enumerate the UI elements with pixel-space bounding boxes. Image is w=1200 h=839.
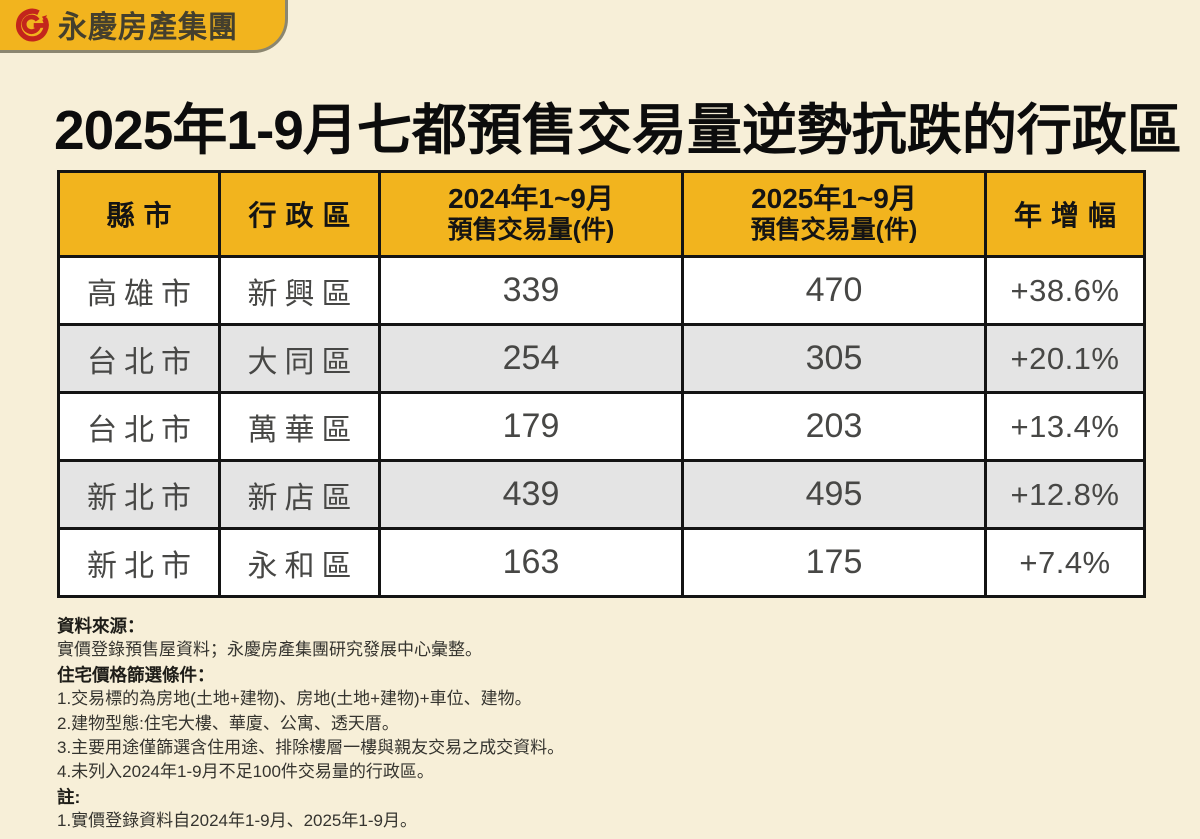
col-header-city: 縣市 (57, 170, 221, 258)
filter-item-2: 2.建物型態:住宅大樓、華廈、公寓、透天厝。 (57, 713, 399, 733)
cell-2024-volume: 179 (378, 391, 684, 462)
title-period: 2025年1-9月 (54, 99, 358, 161)
cell-2025-volume: 495 (681, 459, 987, 530)
cell-yoy: +13.4% (984, 391, 1146, 462)
cell-yoy: +12.8% (984, 459, 1146, 530)
cell-yoy: +20.1% (984, 323, 1146, 394)
cell-city: 台北市 (57, 391, 221, 462)
table-header: 縣市 行政區 2024年1~9月 預售交易量(件) 2025年1~9月 預售交易… (57, 170, 1146, 258)
cell-district: 大同區 (218, 323, 381, 394)
table-row: 新北市 新店區 439 495 +12.8% (57, 459, 1146, 530)
table-row: 高雄市 新興區 339 470 +38.6% (57, 255, 1146, 326)
table-row: 新北市 永和區 163 175 +7.4% (57, 527, 1146, 598)
col-header-district: 行政區 (218, 170, 381, 258)
cell-district: 新興區 (218, 255, 381, 326)
cell-city: 新北市 (57, 527, 221, 598)
source-label: 資料來源： (57, 616, 145, 636)
cell-2025-volume: 470 (681, 255, 987, 326)
note-label: 註: (57, 786, 81, 807)
cell-yoy: +7.4% (984, 527, 1146, 598)
col-header-2025-volume: 2025年1~9月 預售交易量(件) (681, 170, 987, 258)
cell-2025-volume: 175 (681, 527, 987, 598)
title-main: 七都預售交易量逆勢抗跌的行政區 (356, 99, 1182, 161)
cell-2024-volume: 163 (378, 527, 684, 598)
brand-bar: 永慶房產集團 (0, 0, 288, 53)
cell-2024-volume: 339 (378, 255, 684, 326)
col-header-yoy: 年增幅 (984, 170, 1146, 258)
table-row: 台北市 萬華區 179 203 +13.4% (57, 391, 1146, 462)
cell-city: 高雄市 (57, 255, 221, 326)
cell-2024-volume: 439 (378, 459, 684, 530)
presale-volume-table: 縣市 行政區 2024年1~9月 預售交易量(件) 2025年1~9月 預售交易… (57, 170, 1146, 598)
cell-district: 永和區 (218, 527, 381, 598)
cell-city: 台北市 (57, 323, 221, 394)
cell-city: 新北市 (57, 459, 221, 530)
col-header-2024-volume: 2024年1~9月 預售交易量(件) (378, 170, 684, 258)
header-row: 縣市 行政區 2024年1~9月 預售交易量(件) 2025年1~9月 預售交易… (57, 170, 1146, 258)
source-text: 實價登錄預售屋資料；永慶房產集團研究發展中心彙整。 (57, 640, 482, 660)
filter-item-4: 4.未列入2024年1-9月不足100件交易量的行政區。 (57, 762, 434, 782)
footnotes: 資料來源： 實價登錄預售屋資料；永慶房產集團研究發展中心彙整。 住宅價格篩選條件… (57, 614, 1147, 834)
cell-district: 萬華區 (218, 391, 381, 462)
cell-2025-volume: 203 (681, 391, 987, 462)
cell-2025-volume: 305 (681, 323, 987, 394)
cell-yoy: +38.6% (984, 255, 1146, 326)
yungching-logo-icon (16, 8, 49, 42)
cell-district: 新店區 (218, 459, 381, 530)
filter-label: 住宅價格篩選條件： (57, 664, 215, 685)
filter-item-3: 3.主要用途僅篩選含住用途、排除樓層一樓與親友交易之成交資料。 (57, 738, 565, 758)
cell-2024-volume: 254 (378, 323, 684, 394)
filter-item-1: 1.交易標的為房地(土地+建物)、房地(土地+建物)+車位、建物。 (57, 689, 532, 709)
table-row: 台北市 大同區 254 305 +20.1% (57, 323, 1146, 394)
brand-name: 永慶房產集團 (58, 11, 239, 45)
page-title: 2025年1-9月 七都預售交易量逆勢抗跌的行政區 (54, 84, 1182, 166)
note-item-1: 1.實價登錄資料自2024年1-9月、2025年1-9月。 (57, 811, 417, 831)
